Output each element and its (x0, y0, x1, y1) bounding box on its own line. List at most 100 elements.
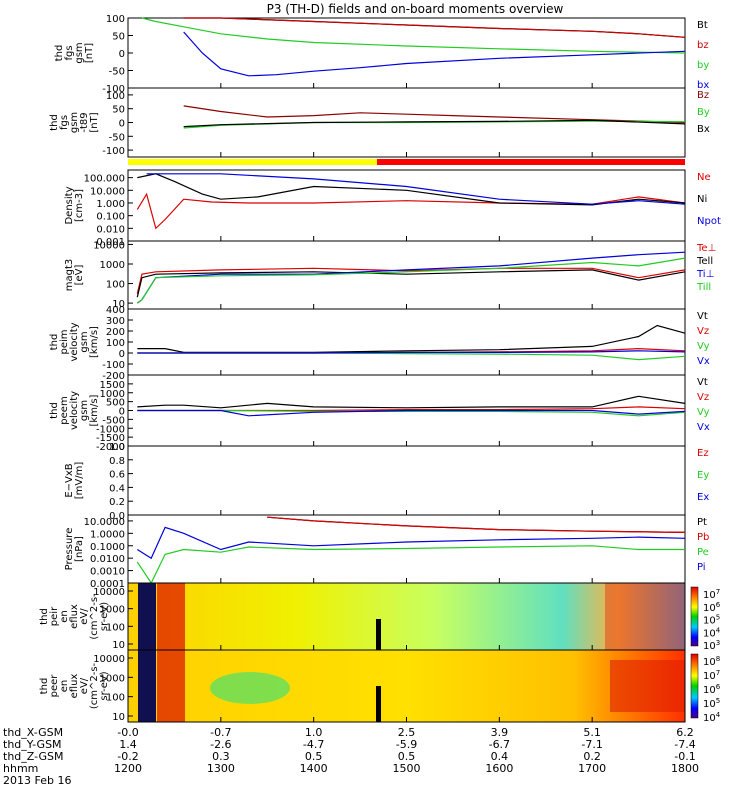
y-axis-label: gsm (69, 112, 80, 133)
y-axis-label: thd (49, 334, 60, 351)
series-line-Pi (136, 526, 686, 560)
legend-Ni: Ni (697, 194, 707, 205)
y-axis-label: [cm-3] (74, 189, 85, 222)
y-tick-label: -1500 (96, 433, 125, 444)
series-line-Vy (137, 352, 686, 361)
colorbar-label: 104 (703, 626, 721, 639)
y-axis-label: Pressure (64, 528, 75, 571)
footer-label-y: thd_Y-GSM (3, 738, 62, 751)
y-tick-label: 0 (119, 119, 125, 130)
legend-Vy: Vy (697, 341, 710, 352)
y-tick-label: 1.0000 (90, 529, 125, 540)
y-axis-label: (cm^2-s- (89, 662, 100, 709)
y-tick-label: 0.2 (109, 497, 125, 508)
y-axis-label: magt3 (64, 259, 75, 292)
y-tick-label: 10.0000 (84, 517, 125, 528)
y-axis-label: gsm (74, 42, 85, 63)
series-line-bx (183, 31, 686, 77)
y-axis-label: [nT] (89, 112, 100, 132)
colorbar-label: 107 (703, 669, 720, 682)
footer-value: -2.6 (210, 738, 231, 751)
y-tick-label: 100 (106, 14, 125, 25)
time-axis-footer: thd_X-GSM thd_Y-GSM thd_Z-GSM hhmm 2013 … (3, 726, 699, 787)
footer-value: -4.7 (303, 738, 324, 751)
y-tick-label: 0.001 (96, 237, 125, 248)
y-axis-label: gsm (79, 400, 90, 421)
y-tick-label: 100 (106, 338, 125, 349)
footer-value: 1.4 (119, 738, 137, 751)
legend-Pi: Pi (697, 562, 706, 573)
y-tick-label: 0.0001 (90, 579, 125, 590)
footer-value: 1300 (207, 762, 235, 775)
footer-value: 0.2 (583, 750, 601, 763)
y-tick-label: 50 (112, 105, 125, 116)
legend-Te⊥: Te⊥ (696, 243, 716, 254)
spectrogram-blob (210, 672, 290, 704)
mode-bar-slow (128, 159, 377, 165)
y-axis-label: eV/ (79, 608, 90, 625)
y-tick-label: 1000 (100, 389, 125, 400)
footer-label-hhmm: hhmm (3, 762, 38, 775)
legend-Vt: Vt (697, 311, 708, 322)
y-axis-label: peim (59, 329, 70, 354)
y-tick-label: 400 (106, 305, 125, 316)
y-axis-label: fgs (64, 45, 75, 60)
y-axis-label: gsm (79, 331, 90, 352)
footer-value: -5.9 (396, 738, 417, 751)
series-line-Vt (137, 324, 686, 353)
spectrogram-gap (138, 583, 156, 650)
y-axis-label: en (59, 610, 70, 623)
spectrogram-active-region (605, 583, 685, 650)
y-axis-label: [nPa] (74, 536, 85, 562)
legend-Till: Till (696, 282, 711, 293)
y-axis-label: peir (49, 606, 60, 626)
colorbar-label: 105 (703, 614, 720, 627)
legend-Bx: Bx (697, 124, 710, 135)
y-axis-label: velocity (69, 322, 80, 361)
y-tick-label: 0.4 (109, 483, 125, 494)
y-axis-label: [mV/m] (74, 462, 85, 500)
footer-value: 1600 (485, 762, 513, 775)
footer-label-z: thd_Z-GSM (3, 750, 63, 763)
series-line-Pe (136, 545, 685, 585)
legend-by: by (697, 60, 709, 71)
y-tick-label: 0 (119, 49, 125, 60)
y-tick-label: 10 (112, 299, 125, 310)
legend-bz: bz (697, 40, 709, 51)
y-tick-label: 100 (106, 91, 125, 102)
footer-value: -6.7 (489, 738, 510, 751)
colorbar-label: 108 (703, 655, 720, 668)
colorbar-label: 106 (703, 683, 721, 696)
legend-Npot: Npot (697, 216, 721, 227)
y-axis-label: thd (49, 114, 60, 131)
legend-Bt: Bt (697, 20, 708, 31)
y-tick-label: 200 (106, 327, 125, 338)
y-tick-label: 1000 (100, 605, 125, 616)
panel-frame (127, 445, 686, 516)
panel-frame (127, 17, 686, 89)
y-axis-label: -t89 (79, 112, 90, 132)
y-axis-label: fgs (59, 115, 70, 130)
legend-Tell: Tell (696, 256, 713, 267)
legend-By: By (697, 107, 710, 118)
colorbar-label: 106 (703, 601, 721, 614)
y-tick-label: 100 (106, 280, 125, 291)
y-tick-label: 1.0 (109, 442, 125, 453)
footer-value: 5.1 (583, 726, 601, 739)
y-axis-label: eflux (69, 674, 80, 699)
legend-Vx: Vx (697, 356, 710, 367)
footer-value: 0.4 (491, 750, 509, 763)
y-tick-label: 500 (106, 398, 125, 409)
series-line-Bx (183, 119, 686, 128)
data-gap-marker (376, 686, 381, 722)
y-axis-label: E−VxB (64, 463, 75, 497)
y-tick-label: -50 (109, 67, 125, 78)
y-axis-label: peer (49, 674, 60, 698)
y-tick-label: -200 (102, 371, 125, 382)
footer-label-x: thd_X-GSM (3, 726, 63, 739)
series-line-Pt (267, 516, 686, 533)
y-axis-label: sr-eV) (99, 671, 110, 700)
